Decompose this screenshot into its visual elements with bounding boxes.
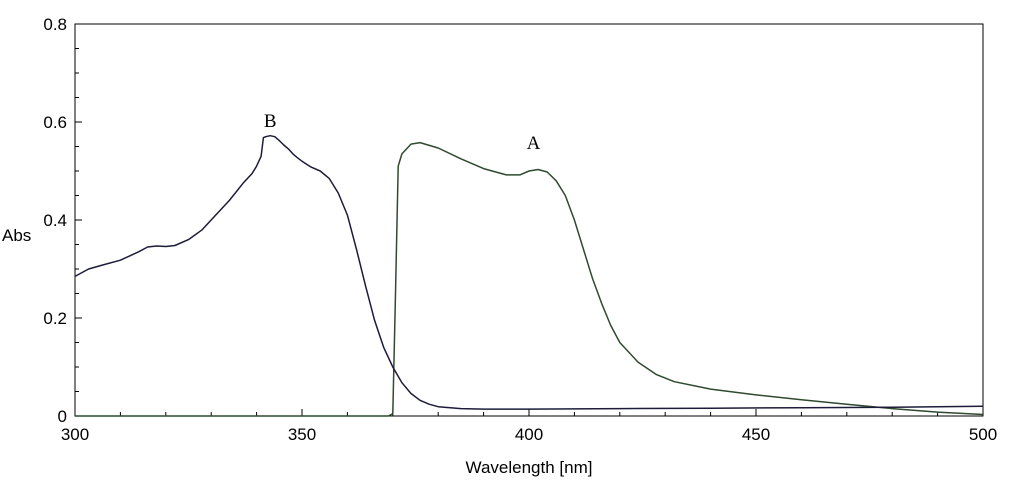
series-line-b <box>74 134 984 410</box>
series-label-b: B <box>264 111 277 132</box>
x-tick-label: 350 <box>288 425 316 444</box>
y-tick-label: 0 <box>58 407 67 426</box>
x-tick-label: 500 <box>969 425 997 444</box>
y-axis-ticks: 0 0.2 0.4 0.6 0.8 <box>43 15 82 426</box>
x-tick-label: 450 <box>742 425 770 444</box>
series-line-a <box>75 141 984 417</box>
x-axis-title: Wavelength [nm] <box>466 458 593 477</box>
x-tick-label: 300 <box>61 425 89 444</box>
y-axis-title: Abs <box>2 226 31 245</box>
y-tick-label: 0.6 <box>43 113 67 132</box>
x-tick-label: 400 <box>515 425 543 444</box>
y-tick-label: 0.2 <box>43 309 67 328</box>
series-label-a: A <box>527 133 541 154</box>
y-tick-label: 0.8 <box>43 15 67 34</box>
x-axis-ticks: 300 350 400 450 500 <box>61 409 997 444</box>
series-layer: AB <box>74 111 984 417</box>
y-tick-label: 0.4 <box>43 211 67 230</box>
